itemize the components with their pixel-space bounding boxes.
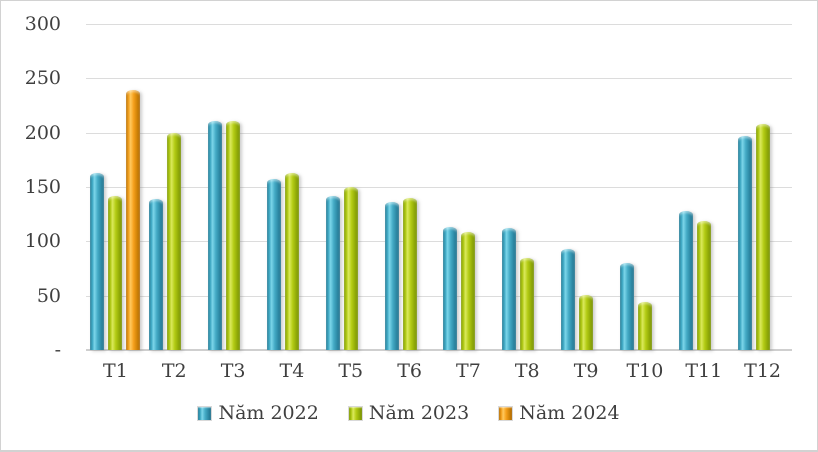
legend-label: Năm 2022	[218, 402, 319, 424]
bar-năm-2022-t5	[325, 196, 340, 350]
legend-item-năm-2022: Năm 2022	[198, 402, 319, 424]
bar-năm-2022-t4	[266, 179, 281, 350]
plot-area	[86, 24, 792, 351]
bar-group-t9	[557, 249, 616, 350]
bar-group-t8	[498, 228, 557, 350]
x-tick-label-t10: T10	[626, 360, 664, 382]
y-tick-label: 150	[24, 176, 61, 198]
bar-năm-2024-t1	[126, 90, 141, 350]
x-tick-label-t5: T5	[338, 360, 364, 382]
bar-group-t10	[616, 263, 675, 350]
bar-năm-2022-t10	[619, 263, 634, 350]
legend-item-năm-2023: Năm 2023	[348, 402, 470, 424]
y-tick-label: 250	[24, 67, 61, 90]
legend-swatch-icon	[198, 406, 212, 420]
bar-group-t12	[733, 124, 792, 350]
x-tick-label-t2: T2	[161, 360, 187, 382]
legend: Năm 2022 Năm 2023 Năm 2024	[1, 395, 817, 431]
bar-group-t6	[380, 198, 439, 350]
bar-năm-2022-t2	[149, 199, 164, 350]
x-axis-line	[86, 349, 792, 351]
bar-năm-2023-t9	[579, 295, 594, 350]
bar-năm-2022-t12	[737, 136, 752, 350]
y-tick-label: 300	[24, 13, 61, 35]
bar-năm-2023-t5	[343, 187, 358, 350]
x-tick-label-t3: T3	[220, 360, 246, 382]
gridline	[86, 187, 792, 188]
bar-năm-2023-t1	[108, 196, 123, 350]
bar-năm-2023-t12	[755, 124, 770, 350]
x-axis: T1 T2 T3 T4 T5 T6 T7 T8 T9 T10 T11 T12	[86, 358, 792, 388]
bar-năm-2022-t3	[208, 121, 223, 350]
bar-năm-2023-t3	[226, 121, 241, 350]
legend-item-năm-2024: Năm 2024	[499, 402, 620, 424]
gridline	[86, 78, 792, 80]
y-tick-label: 100	[24, 230, 61, 253]
bar-group-t1	[86, 90, 145, 350]
bar-năm-2023-t8	[520, 258, 535, 350]
bar-năm-2023-t6	[402, 198, 417, 350]
y-tick-label: 200	[24, 121, 61, 144]
bar-năm-2022-t8	[502, 228, 517, 350]
y-axis: 300 250 200 150 100 50 -	[1, 1, 65, 450]
x-tick-label-t11: T11	[685, 360, 723, 382]
legend-label: Năm 2024	[519, 402, 620, 424]
bar-năm-2023-t2	[167, 133, 182, 350]
bar-năm-2023-t11	[696, 221, 711, 350]
x-tick-label-t6: T6	[397, 360, 422, 382]
bar-năm-2023-t10	[637, 302, 652, 350]
y-tick-label: 50	[36, 284, 61, 307]
y-tick-label: -	[54, 339, 61, 361]
bar-group-t5	[321, 187, 380, 350]
legend-label: Năm 2023	[368, 402, 470, 424]
x-tick-label-t1: T1	[103, 360, 128, 382]
bar-group-t7	[439, 227, 498, 350]
gridline	[86, 295, 792, 297]
gridline	[86, 241, 792, 243]
x-tick-label-t4: T4	[279, 360, 305, 382]
x-tick-label-t7: T7	[456, 360, 481, 382]
bar-năm-2022-t9	[561, 249, 576, 350]
legend-swatch-icon	[348, 406, 362, 420]
bar-năm-2023-t7	[461, 232, 476, 350]
gridline	[86, 132, 792, 134]
x-tick-label-t8: T8	[514, 360, 540, 382]
bar-năm-2022-t7	[443, 227, 458, 350]
x-tick-label-t9: T9	[573, 360, 599, 382]
bar-group-t3	[204, 121, 263, 350]
bar-group-t4	[263, 173, 322, 350]
bar-năm-2023-t4	[284, 173, 299, 350]
bar-group-t11	[674, 211, 733, 350]
gridline	[86, 24, 792, 25]
legend-swatch-icon	[499, 406, 513, 420]
bar-group-t2	[145, 133, 204, 350]
x-tick-label-t12: T12	[744, 360, 781, 382]
bar-năm-2022-t6	[384, 202, 399, 350]
bar-năm-2022-t1	[90, 173, 105, 350]
bar-năm-2022-t11	[678, 211, 693, 350]
